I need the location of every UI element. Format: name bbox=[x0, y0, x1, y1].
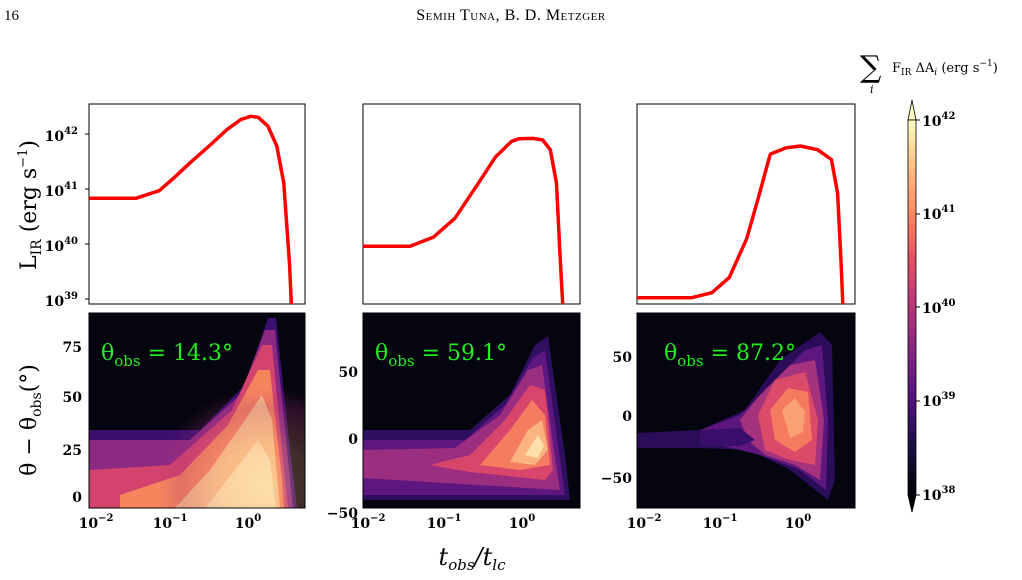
svg-text:50: 50 bbox=[339, 365, 359, 381]
colorbar bbox=[907, 99, 917, 513]
bottom-y-axis-label: θ − θobs(°) bbox=[17, 364, 45, 476]
colorbar-sum-symbol: ∑ bbox=[860, 50, 882, 85]
heatmap-panel-2 bbox=[363, 313, 580, 508]
svg-text:100: 100 bbox=[235, 513, 261, 532]
svg-text:10−2: 10−2 bbox=[79, 513, 114, 532]
svg-text:10−2: 10−2 bbox=[627, 513, 662, 532]
x-ticks: 10−2 10−1 100 10−2 10−1 100 10−2 10−1 10… bbox=[79, 513, 812, 532]
svg-text:1039: 1039 bbox=[922, 391, 955, 410]
top-y-tick-39: 1039 bbox=[45, 291, 78, 310]
svg-text:75: 75 bbox=[63, 340, 82, 356]
top-panel-3-frame bbox=[636, 103, 856, 305]
panel-3-y-ticks: 50 0 −50 bbox=[601, 350, 632, 487]
heatmap-panel-3-frame bbox=[636, 312, 856, 509]
panel-2-annotation: θobs = 59.1° bbox=[375, 341, 507, 370]
svg-text:0: 0 bbox=[72, 490, 82, 506]
svg-text:1042: 1042 bbox=[922, 111, 955, 130]
heatmap-panel-3 bbox=[637, 313, 855, 508]
heatmap-panel-2-frame bbox=[362, 312, 581, 509]
svg-text:25: 25 bbox=[63, 443, 82, 459]
svg-text:0: 0 bbox=[348, 432, 358, 448]
svg-text:1038: 1038 bbox=[922, 485, 955, 504]
svg-text:10−1: 10−1 bbox=[703, 513, 738, 532]
top-y-tick-40: 1040 bbox=[45, 236, 78, 255]
colorbar-ticks: 1042 1041 1040 1039 1038 bbox=[922, 111, 955, 504]
top-panel-2-frame bbox=[362, 103, 581, 305]
top-y-tick-42: 1042 bbox=[45, 126, 78, 145]
svg-text:100: 100 bbox=[785, 513, 811, 532]
light-curve-panel-2 bbox=[363, 136, 565, 305]
heatmap-panel-1 bbox=[89, 313, 305, 508]
svg-text:10−1: 10−1 bbox=[427, 513, 462, 532]
svg-text:10−2: 10−2 bbox=[351, 513, 386, 532]
svg-text:1040: 1040 bbox=[922, 298, 955, 317]
svg-text:−50: −50 bbox=[601, 471, 632, 487]
light-curve-panel-1 bbox=[89, 114, 294, 305]
svg-text:1041: 1041 bbox=[922, 204, 955, 223]
top-y-tick-41: 1041 bbox=[45, 181, 78, 200]
x-axis-label: tobs/tlc bbox=[439, 543, 507, 574]
top-y-axis-label: LIR (erg s−1) bbox=[16, 140, 45, 270]
panel-2-y-ticks: 50 0 −50 bbox=[327, 365, 358, 522]
panel-1-annotation: θobs = 14.3° bbox=[101, 341, 233, 370]
top-y-ticks: 1042 1041 1040 1039 bbox=[45, 126, 78, 310]
svg-text:10−1: 10−1 bbox=[153, 513, 188, 532]
panel-1-y-ticks: 75 50 25 0 bbox=[63, 340, 83, 506]
svg-text:50: 50 bbox=[613, 350, 633, 366]
colorbar-label: FIR ΔAi (erg s−1) bbox=[892, 59, 998, 78]
running-head: Semih Tuna, B. D. Metzger bbox=[416, 7, 606, 24]
svg-text:100: 100 bbox=[509, 513, 535, 532]
panel-3-annotation: θobs = 87.2° bbox=[664, 341, 796, 370]
svg-text:0: 0 bbox=[622, 409, 632, 425]
top-panel-1-frame bbox=[88, 103, 306, 305]
light-curve-panel-3 bbox=[637, 144, 845, 305]
heatmap-panel-1-frame bbox=[88, 312, 306, 509]
page-number: 16 bbox=[4, 8, 19, 24]
colorbar-sum-index: i bbox=[870, 83, 874, 96]
svg-text:−50: −50 bbox=[327, 506, 358, 522]
svg-text:50: 50 bbox=[63, 390, 83, 406]
